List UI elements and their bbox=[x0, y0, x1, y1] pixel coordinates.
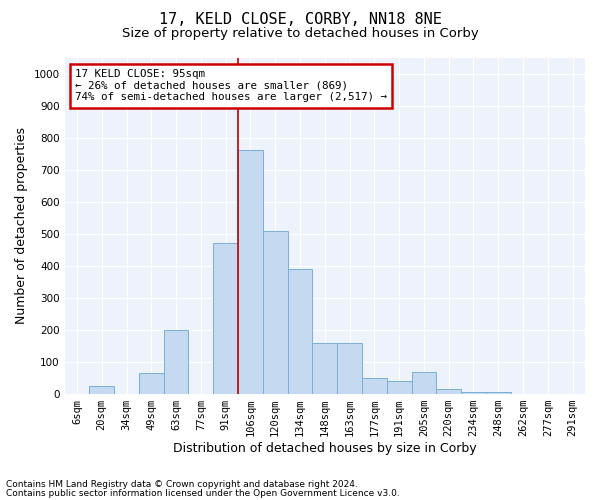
Bar bbox=[486, 392, 511, 394]
Bar bbox=[461, 392, 486, 394]
Bar bbox=[436, 390, 461, 394]
Y-axis label: Number of detached properties: Number of detached properties bbox=[15, 128, 28, 324]
Bar bbox=[213, 244, 238, 394]
Text: 17 KELD CLOSE: 95sqm
← 26% of detached houses are smaller (869)
74% of semi-deta: 17 KELD CLOSE: 95sqm ← 26% of detached h… bbox=[75, 70, 387, 102]
Bar bbox=[89, 386, 114, 394]
Bar bbox=[238, 150, 263, 394]
Bar bbox=[337, 343, 362, 394]
Text: 17, KELD CLOSE, CORBY, NN18 8NE: 17, KELD CLOSE, CORBY, NN18 8NE bbox=[158, 12, 442, 28]
Bar bbox=[164, 330, 188, 394]
Text: Contains HM Land Registry data © Crown copyright and database right 2024.: Contains HM Land Registry data © Crown c… bbox=[6, 480, 358, 489]
Text: Size of property relative to detached houses in Corby: Size of property relative to detached ho… bbox=[122, 28, 478, 40]
Bar bbox=[263, 230, 287, 394]
Bar bbox=[362, 378, 387, 394]
Text: Contains public sector information licensed under the Open Government Licence v3: Contains public sector information licen… bbox=[6, 488, 400, 498]
Bar bbox=[387, 382, 412, 394]
Bar bbox=[313, 343, 337, 394]
Bar bbox=[139, 373, 164, 394]
Bar bbox=[412, 372, 436, 394]
Bar bbox=[287, 269, 313, 394]
X-axis label: Distribution of detached houses by size in Corby: Distribution of detached houses by size … bbox=[173, 442, 476, 455]
